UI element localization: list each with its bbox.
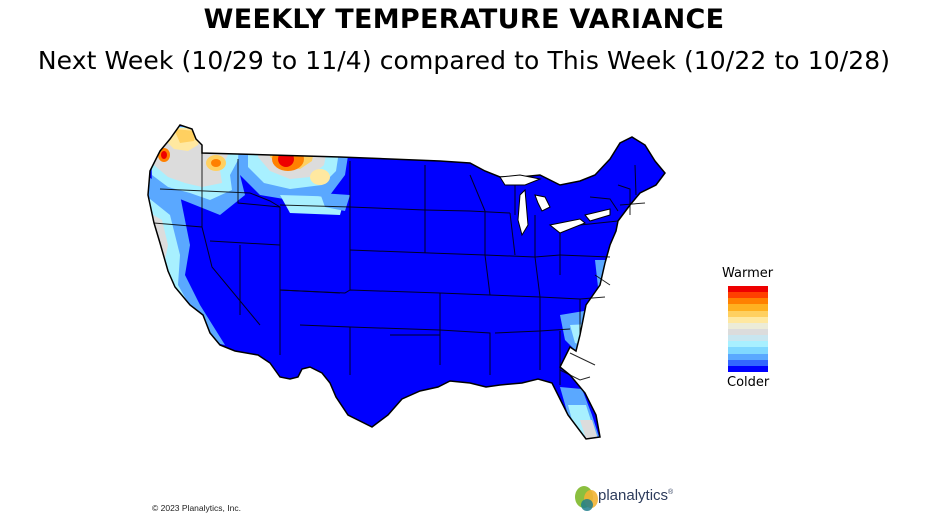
legend-swatch <box>728 310 768 317</box>
legend-swatch <box>728 359 768 366</box>
legend-swatch <box>728 322 768 329</box>
legend-swatch <box>728 316 768 323</box>
legend-swatch <box>728 353 768 360</box>
legend-swatch <box>728 365 768 372</box>
legend-colder-label: Colder <box>727 375 770 390</box>
planalytics-logo: planalytics® <box>572 481 682 515</box>
copyright-text: © 2023 Planalytics, Inc. <box>152 503 241 513</box>
legend-swatch <box>728 304 768 311</box>
legend-color-scale <box>728 286 768 372</box>
legend-swatch <box>728 328 768 336</box>
legend-warmer-label: Warmer <box>722 266 774 281</box>
legend-swatch <box>728 341 768 348</box>
legend-swatch <box>728 298 768 305</box>
planalytics-leaf-icon <box>575 486 598 511</box>
map-subtitle: Next Week (10/29 to 11/4) compared to Th… <box>37 46 891 75</box>
map-title: WEEKLY TEMPERATURE VARIANCE <box>203 4 725 35</box>
legend-swatch <box>728 286 768 293</box>
us-temperature-map <box>147 124 666 440</box>
legend-swatch <box>728 347 768 354</box>
legend-swatch <box>728 292 768 299</box>
logo-wordmark: planalytics® <box>598 487 674 504</box>
legend-swatch <box>728 335 768 342</box>
